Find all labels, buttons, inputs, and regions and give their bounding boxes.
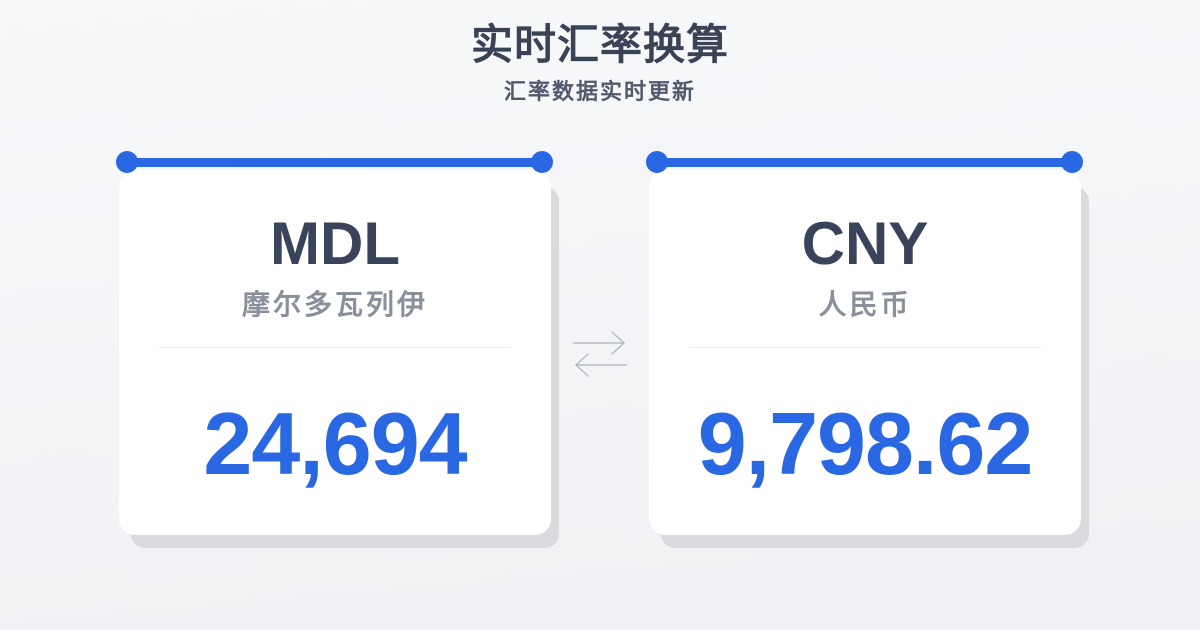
currency-code-from: MDL (270, 209, 400, 277)
swap-arrows-icon (573, 331, 627, 377)
page-subtitle: 汇率数据实时更新 (503, 79, 696, 105)
converter-row: MDL 摩尔多瓦列伊 24,694 CNY 人民币 9,798.62 (0, 150, 1200, 535)
currency-name-to: 人民币 (818, 288, 912, 320)
page-title: 实时汇率换算 (470, 21, 729, 68)
currency-card-to: CNY 人民币 9,798.62 (646, 150, 1083, 535)
currency-name-from: 摩尔多瓦列伊 (241, 288, 428, 320)
card-top-accent-bar (646, 150, 1083, 173)
page-header: 实时汇率换算 汇率数据实时更新 (0, 0, 1200, 106)
swap-currencies-button[interactable] (551, 328, 649, 378)
amount-value-to[interactable]: 9,798.62 (697, 394, 1034, 494)
currency-code-to: CNY (801, 209, 929, 277)
card-divider (159, 347, 511, 349)
amount-value-from[interactable]: 24,694 (203, 394, 467, 494)
card-top-accent-bar (116, 150, 553, 173)
card-divider (689, 347, 1041, 349)
currency-card-from: MDL 摩尔多瓦列伊 24,694 (116, 150, 553, 535)
